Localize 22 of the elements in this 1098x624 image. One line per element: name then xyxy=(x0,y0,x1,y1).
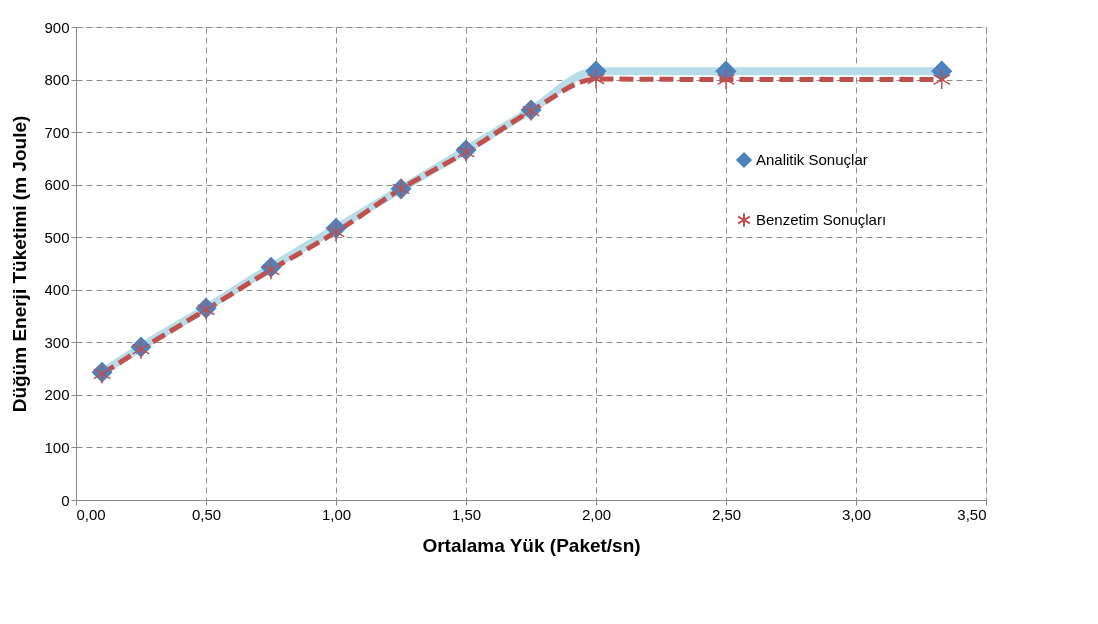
y-tick-label: 600 xyxy=(44,176,70,194)
x-axis-title: Ortalama Yük (Paket/sn) xyxy=(422,534,641,556)
x-tick-label: 3,50 xyxy=(957,505,987,523)
y-tick-label: 500 xyxy=(44,228,70,246)
y-tick-label: 0 xyxy=(61,491,70,509)
x-tick-label: 2,00 xyxy=(581,505,612,523)
y-axis-title: Düğüm Enerji Tüketimi (m Joule) xyxy=(9,115,31,413)
legend-label: Benzetim Sonuçları xyxy=(756,211,887,228)
y-tick-label: 800 xyxy=(44,71,70,89)
x-tick-label: 1,00 xyxy=(321,505,352,523)
y-tick-label: 700 xyxy=(44,123,70,141)
x-tick-label: 3,00 xyxy=(841,505,872,523)
y-tick-label: 900 xyxy=(44,18,70,36)
x-tick-label: 1,50 xyxy=(451,505,482,523)
y-tick-label: 200 xyxy=(44,386,70,404)
x-tick-label: 0,50 xyxy=(191,505,222,523)
legend-label: Analitik Sonuçlar xyxy=(756,151,868,168)
y-tick-label: 300 xyxy=(44,333,70,351)
y-tick-label: 100 xyxy=(44,438,70,456)
x-tick-label: 2,50 xyxy=(711,505,742,523)
y-tick-label: 400 xyxy=(44,281,70,299)
x-tick-label: 0,00 xyxy=(76,505,106,523)
